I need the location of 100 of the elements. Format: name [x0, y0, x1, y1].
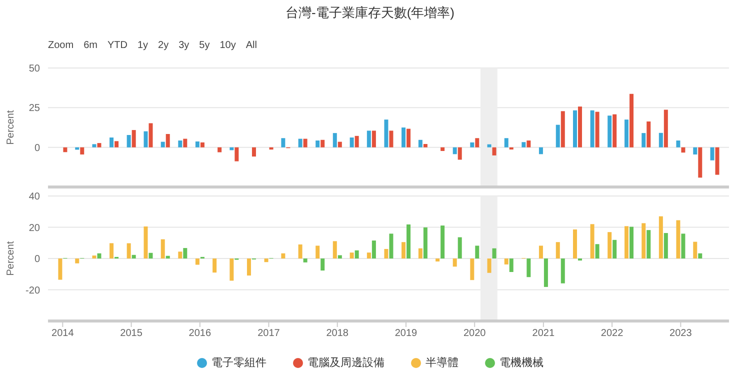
x-tick-label: 2016	[188, 328, 212, 340]
bar	[423, 144, 428, 148]
bar	[252, 147, 256, 157]
bar	[664, 233, 668, 258]
text: 3y	[178, 40, 190, 53]
bar	[423, 227, 428, 258]
bar	[372, 240, 376, 258]
bar	[389, 234, 394, 258]
bar	[556, 242, 560, 258]
bar	[384, 120, 388, 148]
bar	[470, 142, 474, 148]
bar	[126, 243, 131, 258]
bar	[320, 258, 325, 271]
bar	[166, 256, 170, 258]
bar	[406, 224, 411, 258]
bar	[642, 133, 646, 148]
bar	[303, 138, 308, 148]
x-tick-label: 2017	[258, 328, 280, 340]
x-tick-label: 2019	[394, 328, 418, 340]
bar	[608, 116, 612, 148]
bar	[183, 138, 188, 148]
bar	[298, 244, 302, 258]
bar	[458, 147, 462, 160]
text: All	[246, 40, 257, 53]
bar	[698, 147, 702, 178]
bar	[350, 252, 354, 258]
bar	[183, 248, 188, 258]
bar	[487, 144, 492, 148]
text: 2y	[158, 40, 169, 53]
bar	[578, 106, 582, 148]
bar	[487, 258, 492, 273]
bar	[298, 138, 302, 148]
legend-label: 電機機械	[498, 356, 544, 370]
bar	[681, 234, 686, 258]
x-tick-label: 2023	[670, 328, 692, 340]
bar	[538, 246, 543, 258]
text: 1y	[137, 40, 148, 53]
text: 5y	[199, 40, 210, 53]
bar	[440, 226, 445, 258]
bar	[63, 147, 68, 152]
bar	[110, 137, 114, 148]
bar	[642, 223, 646, 258]
bar	[218, 147, 222, 152]
bar	[630, 94, 634, 148]
bar	[492, 248, 496, 258]
bar	[230, 258, 234, 281]
bar	[560, 258, 565, 284]
bar	[246, 258, 251, 276]
bar	[178, 252, 182, 258]
bar	[526, 140, 531, 148]
bar	[715, 147, 720, 175]
legend-label: 電腦及周邊設備	[306, 356, 384, 370]
bar	[132, 254, 136, 258]
bar	[366, 252, 371, 258]
text: 6m	[84, 40, 98, 53]
y-tick-label: 20	[28, 222, 40, 234]
text: YTD	[107, 40, 128, 53]
bar	[332, 241, 337, 258]
bar	[195, 141, 200, 148]
bar	[303, 258, 308, 262]
bar	[92, 144, 96, 148]
bar	[97, 143, 102, 148]
bar	[338, 255, 342, 258]
bar	[509, 258, 514, 272]
bar	[264, 258, 268, 262]
bar	[144, 226, 148, 258]
bar	[526, 258, 531, 278]
bar	[178, 140, 182, 148]
bar	[624, 226, 629, 258]
bar	[350, 137, 354, 148]
y-tick-label: 0	[34, 142, 40, 154]
y-tick-label: -20	[26, 285, 40, 296]
bar	[160, 142, 165, 148]
y-tick-label: 25	[28, 103, 40, 114]
bar	[556, 124, 560, 148]
bar	[492, 147, 496, 156]
x-tick-label: 2020	[463, 328, 486, 340]
bar	[316, 140, 320, 148]
bar	[132, 130, 136, 148]
bar	[80, 147, 84, 154]
bar	[58, 258, 62, 280]
bar	[710, 147, 714, 160]
bar	[590, 224, 594, 258]
bar	[452, 258, 457, 267]
chart-title: 台灣-電子業庫存天數(年增率)	[284, 4, 456, 22]
bar	[389, 130, 394, 148]
bar	[504, 258, 508, 264]
y-tick-label: 40	[28, 192, 40, 203]
bar	[630, 226, 634, 258]
bar	[160, 239, 165, 258]
bar	[338, 142, 342, 148]
bar	[75, 258, 80, 264]
bar	[560, 111, 565, 148]
bar	[418, 248, 422, 258]
bar	[372, 130, 376, 148]
bar	[504, 138, 508, 148]
bar	[612, 240, 617, 258]
bar	[538, 147, 543, 154]
x-tick-label: 2022	[600, 328, 624, 340]
y-axis-title: Percent	[6, 241, 17, 276]
